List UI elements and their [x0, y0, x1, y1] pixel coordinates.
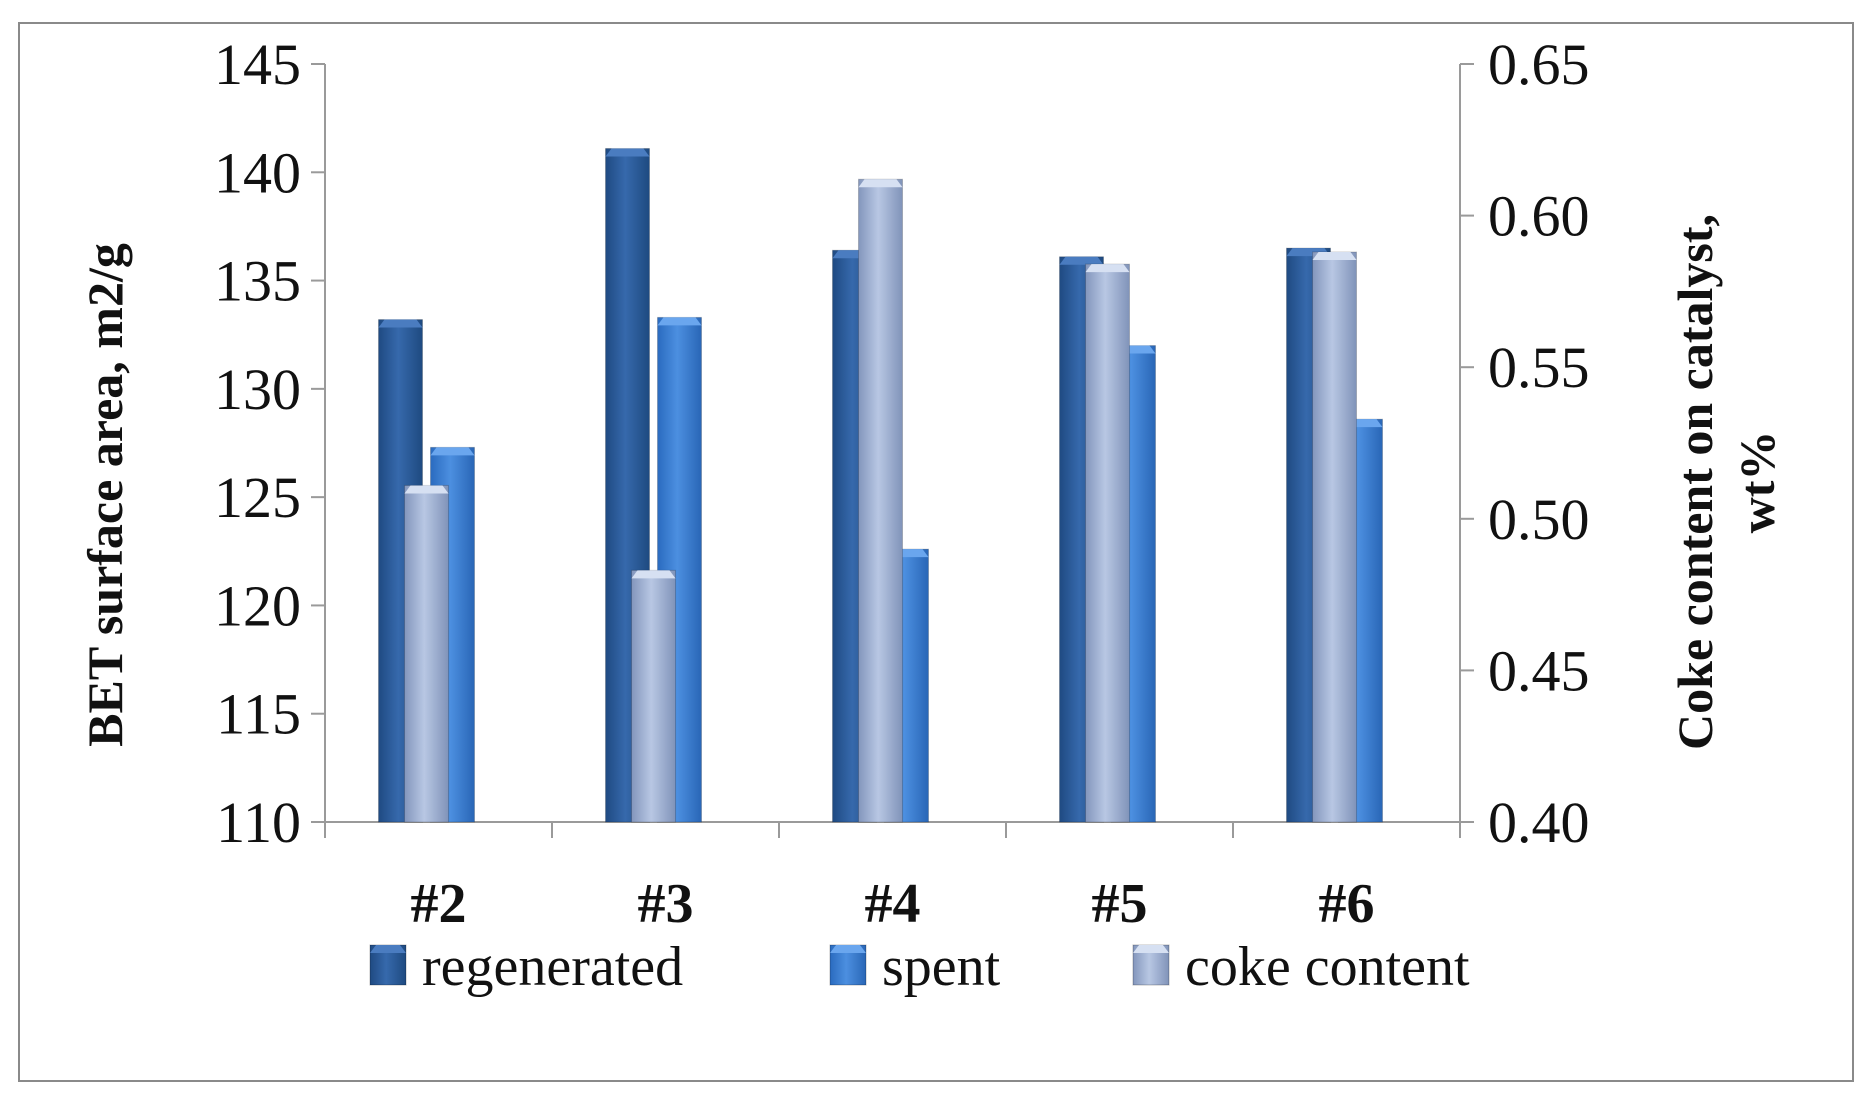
bar-cap: [404, 485, 449, 494]
bar-cap: [1312, 251, 1357, 260]
x-tick-label: #5: [1092, 873, 1148, 935]
legend-swatch-cap: [830, 945, 866, 953]
bar-cap: [605, 148, 650, 157]
bar-cap: [631, 570, 676, 579]
bar-cap: [378, 319, 423, 328]
y2-tick-label: 0.55: [1488, 335, 1590, 400]
y2-tick-label: 0.50: [1488, 487, 1590, 552]
bar-cap: [1059, 256, 1104, 265]
bar-cap: [1085, 264, 1130, 273]
y2-tick-label: 0.60: [1488, 184, 1590, 249]
y2-axis-label-line1: Coke content on catalyst,: [1667, 214, 1723, 750]
legend-label: regenerated: [422, 936, 683, 998]
y-axis-label: BET surface area, m2/g: [77, 243, 133, 747]
bar-cap: [657, 317, 702, 326]
y-tick-label: 135: [214, 249, 301, 314]
x-tick-label: #6: [1319, 873, 1375, 935]
y2-tick-label: 0.40: [1488, 790, 1590, 855]
y2-tick-label: 0.45: [1488, 638, 1590, 703]
y-tick-label: 130: [214, 357, 301, 422]
y-tick-label: 125: [214, 465, 301, 530]
x-tick-label: #2: [411, 873, 467, 935]
bar-coke-content: [858, 178, 903, 823]
y-tick-label: 115: [216, 682, 301, 747]
x-tick-label: #4: [865, 873, 921, 935]
x-tick-label: #3: [638, 873, 694, 935]
y-tick-label: 120: [214, 573, 301, 638]
bar-coke-content: [404, 484, 449, 823]
bar-cap: [858, 179, 903, 188]
bar-coke-content: [1085, 263, 1130, 823]
bar-cap: [430, 447, 475, 456]
y2-axis-label-line2: wt%: [1729, 431, 1785, 534]
y-tick-label: 110: [216, 790, 301, 855]
bar-coke-content: [1312, 251, 1357, 823]
y-tick-label: 145: [214, 32, 301, 97]
legend-label: spent: [882, 936, 1001, 998]
legend-label: coke content: [1185, 936, 1470, 998]
bar-coke-content: [631, 569, 676, 823]
legend-swatch-cap: [370, 945, 406, 953]
y2-tick-label: 0.65: [1488, 32, 1590, 97]
y-tick-label: 140: [214, 140, 301, 205]
legend-swatch-cap: [1133, 945, 1169, 953]
